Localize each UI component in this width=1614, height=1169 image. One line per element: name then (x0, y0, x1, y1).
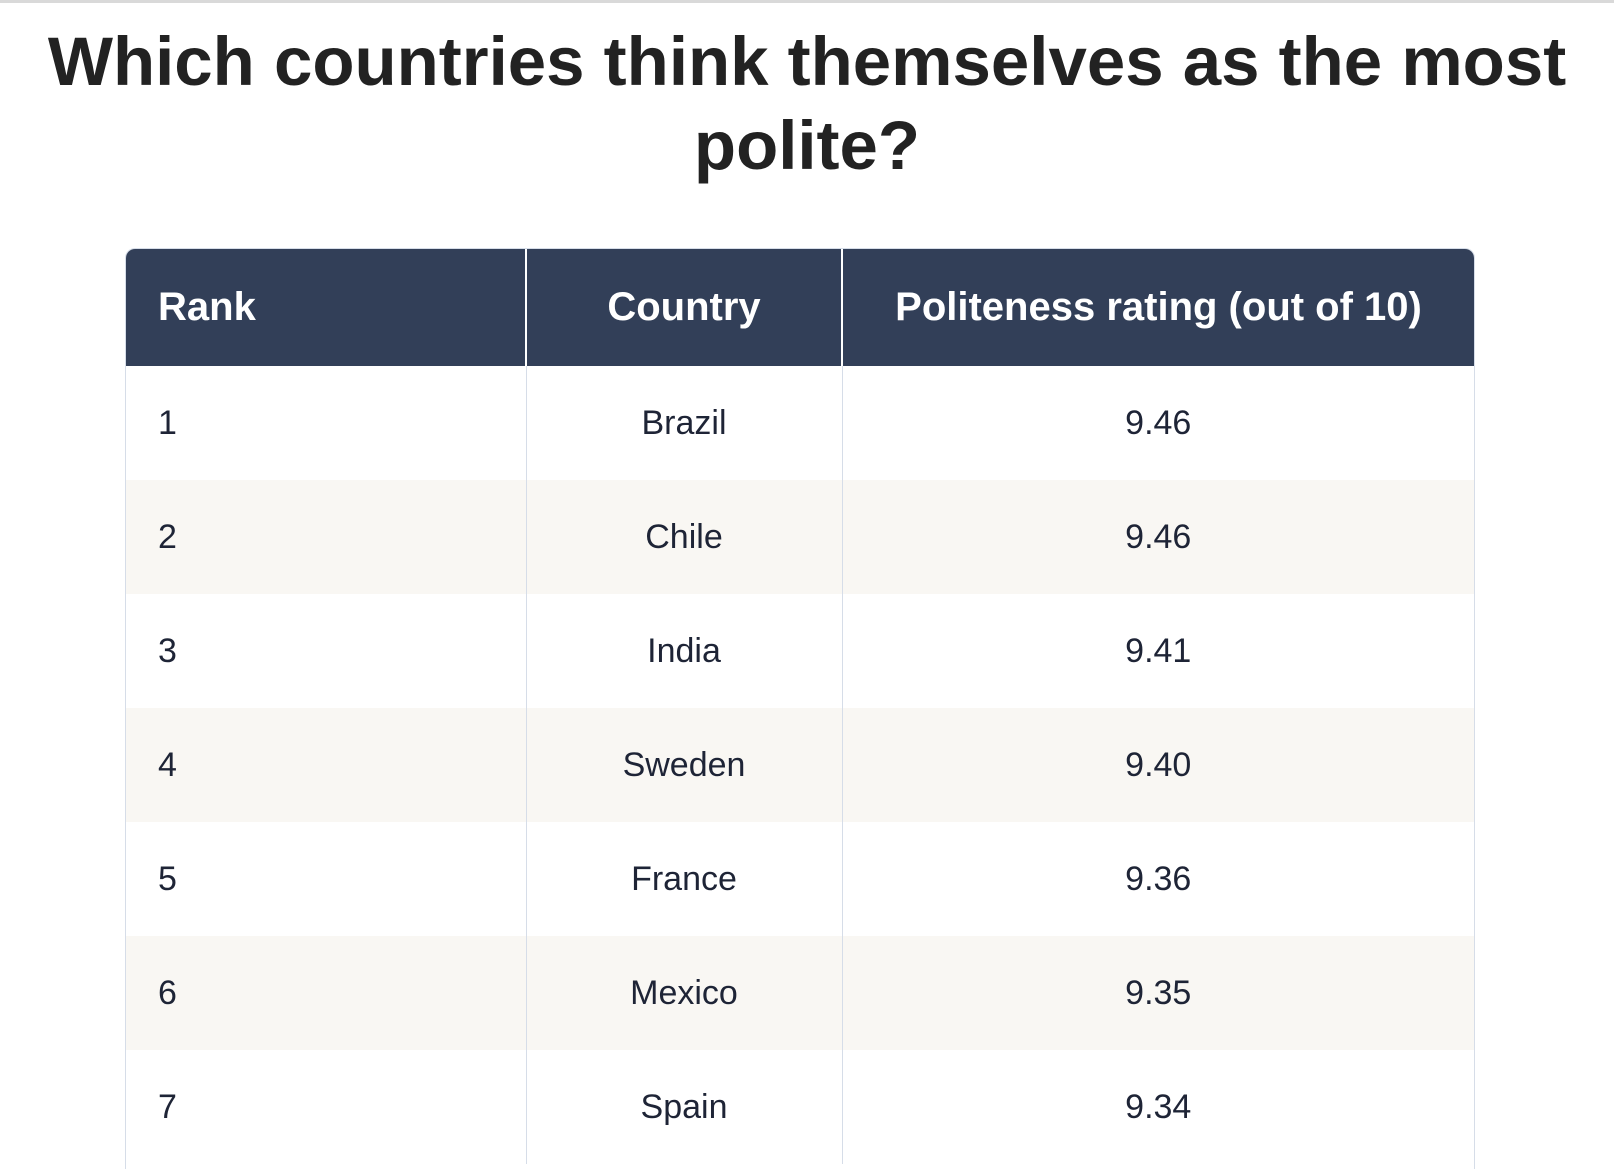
rank-cell: 2 (126, 480, 527, 594)
country-cell: Mexico (526, 936, 843, 1050)
rating-cell: 9.46 (842, 480, 1474, 594)
country-cell: India (526, 594, 843, 708)
rating-cell: 9.46 (842, 366, 1474, 480)
table-row: 6 Mexico 9.35 (126, 936, 1474, 1050)
country-cell: France (526, 822, 843, 936)
table-row: 3 India 9.41 (126, 594, 1474, 708)
country-cell: Sweden (526, 708, 843, 822)
country-cell: Brazil (526, 366, 843, 480)
column-header-rating: Politeness rating (out of 10) (842, 249, 1474, 366)
politeness-table: Rank Country Politeness rating (out of 1… (126, 249, 1474, 1164)
rank-cell: 7 (126, 1050, 527, 1164)
country-cell: Spain (526, 1050, 843, 1164)
rank-cell: 1 (126, 366, 527, 480)
rating-cell: 9.34 (842, 1050, 1474, 1164)
page-title: Which countries think themselves as the … (47, 23, 1567, 184)
rank-cell: 4 (126, 708, 527, 822)
politeness-table-container: Rank Country Politeness rating (out of 1… (125, 248, 1475, 1169)
table-body: 1 Brazil 9.46 2 Chile 9.46 3 India 9.41 … (126, 366, 1474, 1164)
table-row: 1 Brazil 9.46 (126, 366, 1474, 480)
rating-cell: 9.41 (842, 594, 1474, 708)
table-header: Rank Country Politeness rating (out of 1… (126, 249, 1474, 366)
rating-cell: 9.35 (842, 936, 1474, 1050)
rating-cell: 9.40 (842, 708, 1474, 822)
table-row: 2 Chile 9.46 (126, 480, 1474, 594)
table-row: 7 Spain 9.34 (126, 1050, 1474, 1164)
top-divider (0, 0, 1614, 3)
rank-cell: 6 (126, 936, 527, 1050)
rank-cell: 5 (126, 822, 527, 936)
rating-cell: 9.36 (842, 822, 1474, 936)
header-row: Rank Country Politeness rating (out of 1… (126, 249, 1474, 366)
country-cell: Chile (526, 480, 843, 594)
table-row: 4 Sweden 9.40 (126, 708, 1474, 822)
column-header-country: Country (526, 249, 843, 366)
table-row: 5 France 9.36 (126, 822, 1474, 936)
column-header-rank: Rank (126, 249, 527, 366)
rank-cell: 3 (126, 594, 527, 708)
